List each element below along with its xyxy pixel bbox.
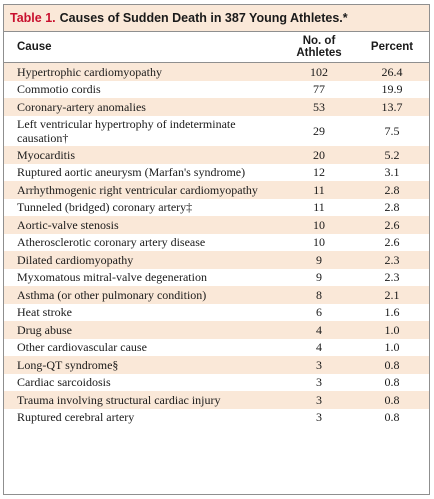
cell-cause: Drug abuse [17, 322, 72, 337]
table-row: Heat stroke 6 1.6 [4, 304, 429, 322]
cell-num-athletes: 9 [316, 270, 322, 285]
table-caption: Table 1. Causes of Sudden Death in 387 Y… [4, 5, 429, 32]
table-row: Commotio cordis 77 19.9 [4, 81, 429, 99]
table-header-row: Cause No. of Athletes Percent [4, 32, 429, 63]
cell-percent: 5.2 [384, 147, 400, 162]
cell-cause: Cardiac sarcoidosis [17, 375, 111, 390]
table-row: Arrhythmogenic right ventricular cardiom… [4, 181, 429, 199]
cell-cause: Coronary-artery anomalies [17, 99, 146, 114]
table-row: Other cardiovascular cause 4 1.0 [4, 339, 429, 357]
cell-cause: Asthma (or other pulmonary condition) [17, 287, 207, 302]
cell-num-athletes: 12 [313, 165, 325, 180]
cell-percent: 2.3 [384, 270, 400, 285]
cell-num-athletes: 4 [316, 340, 322, 355]
cell-percent: 1.6 [384, 305, 400, 320]
cell-cause: Atherosclerotic coronary artery disease [17, 235, 206, 250]
cell-percent: 2.6 [384, 235, 400, 250]
table-row: Trauma involving structural cardiac inju… [4, 391, 429, 409]
cell-cause: Long-QT syndrome§ [17, 357, 119, 372]
cell-num-athletes: 29 [313, 123, 325, 138]
cell-percent: 19.9 [381, 82, 403, 97]
table-row: Coronary-artery anomalies 53 13.7 [4, 98, 429, 116]
cell-num-athletes: 11 [313, 200, 325, 215]
cell-cause: Myocarditis [17, 147, 75, 162]
cell-cause: Ruptured aortic aneurysm (Marfan's syndr… [17, 165, 246, 180]
cell-cause: Left ventricular hypertrophy of indeterm… [17, 116, 236, 145]
cell-num-athletes: 3 [316, 357, 322, 372]
data-table: Table 1. Causes of Sudden Death in 387 Y… [3, 4, 430, 495]
cell-cause: Arrhythmogenic right ventricular cardiom… [17, 182, 258, 197]
table-row: Asthma (or other pulmonary condition) 8 2.… [4, 286, 429, 304]
cell-cause: Commotio cordis [17, 82, 101, 97]
table-row: Atherosclerotic coronary artery disease 1… [4, 234, 429, 252]
table-row: Dilated cardiomyopathy 9 2.3 [4, 251, 429, 269]
cell-percent: 0.8 [384, 375, 400, 390]
cell-num-athletes: 20 [313, 147, 325, 162]
cell-cause: Dilated cardiomyopathy [17, 252, 134, 267]
cell-num-athletes: 3 [316, 375, 322, 390]
cell-percent: 2.8 [384, 200, 400, 215]
cell-num-athletes: 102 [310, 64, 328, 79]
table-body: Hypertrophic cardiomyopathy 102 26.4 Commot… [4, 63, 429, 426]
table-row: Drug abuse 4 1.0 [4, 321, 429, 339]
table-row: Long-QT syndrome§ 3 0.8 [4, 356, 429, 374]
table-row: Hypertrophic cardiomyopathy 102 26.4 [4, 63, 429, 81]
cell-percent: 13.7 [381, 99, 403, 114]
cell-percent: 0.8 [384, 392, 400, 407]
cell-num-athletes: 4 [316, 322, 322, 337]
cell-num-athletes: 8 [316, 287, 322, 302]
header-num-athletes: No. of Athletes [296, 35, 342, 59]
table-title: Causes of Sudden Death in 387 Young Athl… [59, 11, 348, 25]
cell-cause: Ruptured cerebral artery [17, 410, 135, 425]
cell-cause: Hypertrophic cardiomyopathy [17, 64, 162, 79]
header-cause: Cause [17, 41, 52, 53]
cell-percent: 26.4 [381, 64, 403, 79]
cell-cause: Myxomatous mitral-valve degeneration [17, 270, 207, 285]
cell-percent: 2.8 [384, 182, 400, 197]
cell-percent: 3.1 [384, 165, 400, 180]
cell-num-athletes: 10 [313, 235, 325, 250]
table-row: Left ventricular hypertrophy of indeterm… [4, 116, 429, 147]
header-percent: Percent [370, 41, 414, 53]
cell-num-athletes: 3 [316, 410, 322, 425]
table-label: Table 1. [10, 11, 56, 25]
table-row: Myxomatous mitral-valve degeneration 9 2.3 [4, 269, 429, 287]
table-row: Ruptured cerebral artery 3 0.8 [4, 409, 429, 427]
table-row: Aortic-valve stenosis 10 2.6 [4, 216, 429, 234]
cell-percent: 2.1 [384, 287, 400, 302]
cell-percent: 1.0 [384, 340, 400, 355]
cell-num-athletes: 6 [316, 305, 322, 320]
cell-cause: Tunneled (bridged) coronary artery‡ [17, 200, 193, 215]
cell-num-athletes: 10 [313, 217, 325, 232]
cell-percent: 2.6 [384, 217, 400, 232]
table-row: Myocarditis 20 5.2 [4, 146, 429, 164]
cell-cause: Heat stroke [17, 305, 72, 320]
cell-cause: Other cardiovascular cause [17, 340, 147, 355]
cell-percent: 1.0 [384, 322, 400, 337]
cell-cause: Aortic-valve stenosis [17, 217, 119, 232]
table-row: Ruptured aortic aneurysm (Marfan's syndr… [4, 164, 429, 182]
cell-num-athletes: 9 [316, 252, 322, 267]
table-row: Cardiac sarcoidosis 3 0.8 [4, 374, 429, 392]
cell-percent: 0.8 [384, 357, 400, 372]
cell-percent: 2.3 [384, 252, 400, 267]
cell-num-athletes: 11 [313, 182, 325, 197]
cell-percent: 7.5 [384, 123, 400, 138]
cell-num-athletes: 53 [313, 99, 325, 114]
cell-num-athletes: 3 [316, 392, 322, 407]
table-row: Tunneled (bridged) coronary artery‡ 11 2.8 [4, 199, 429, 217]
cell-cause: Trauma involving structural cardiac inju… [17, 392, 221, 407]
cell-num-athletes: 77 [313, 82, 325, 97]
cell-percent: 0.8 [384, 410, 400, 425]
